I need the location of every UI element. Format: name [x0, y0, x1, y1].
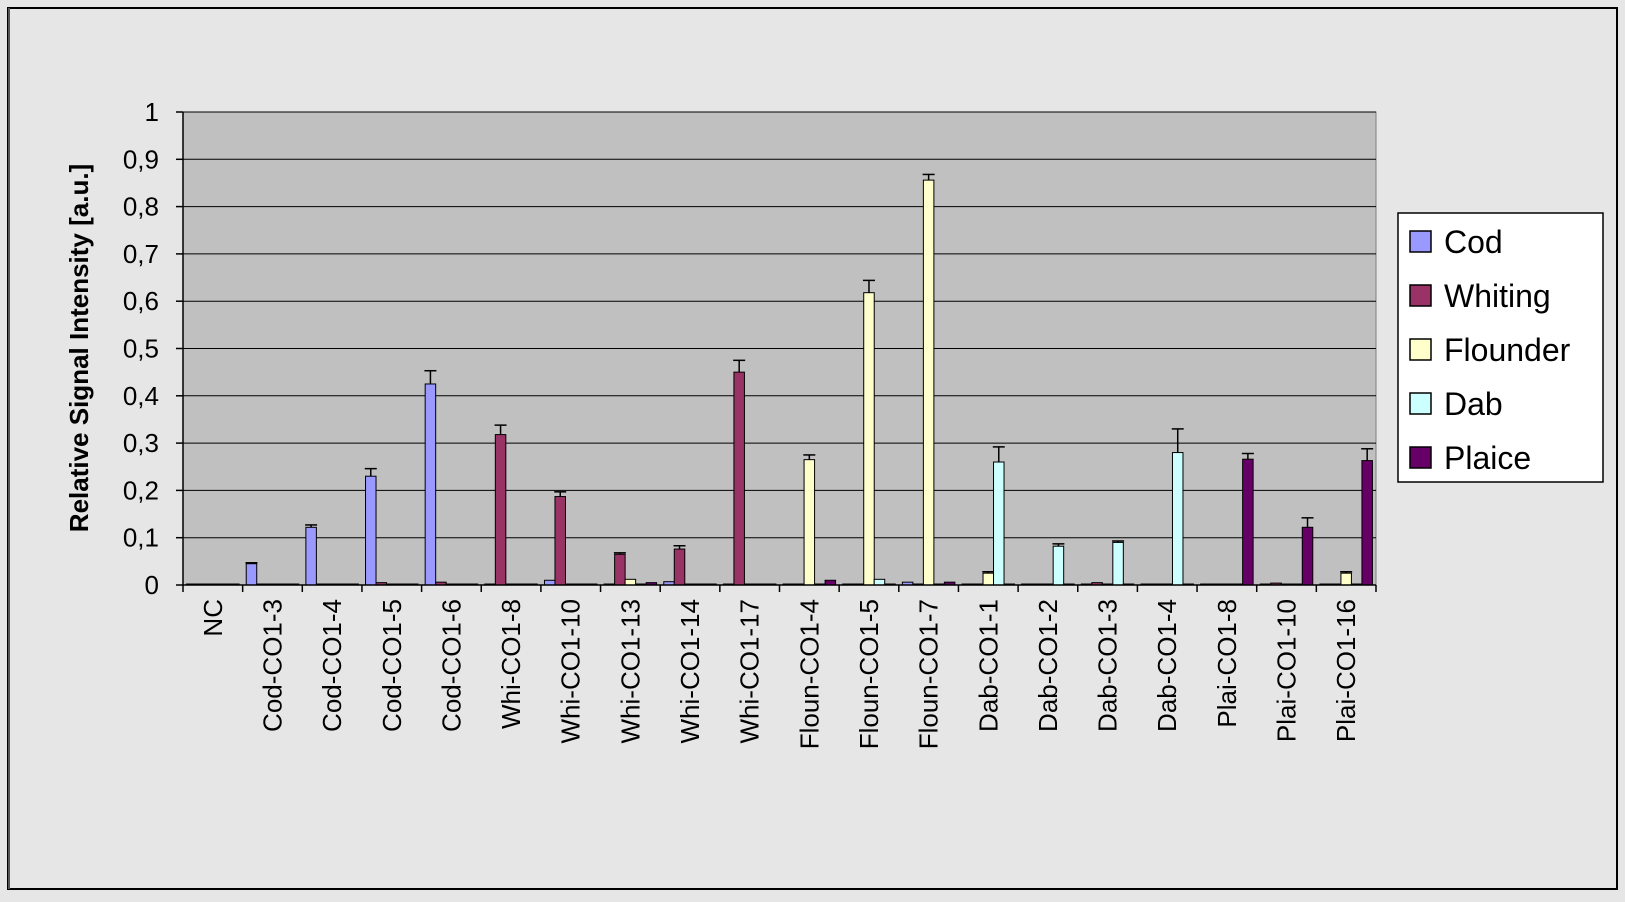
- x-tick-label: Cod-CO1-5: [377, 599, 407, 732]
- axes: [176, 111, 1377, 592]
- bar-plaice: [1361, 460, 1373, 586]
- bar-dab: [993, 461, 1005, 586]
- y-tick-label: 0: [145, 570, 159, 600]
- y-tick-label: 0,9: [123, 144, 159, 174]
- bar-cod: [365, 475, 377, 586]
- legend-swatch-plaice: [1409, 446, 1432, 469]
- y-tick-label: 0,4: [123, 381, 159, 411]
- y-tick-label: 0,3: [123, 428, 159, 458]
- bar-cod: [424, 383, 437, 586]
- bar-whiting: [554, 496, 566, 586]
- x-tick-label: Plai-CO1-8: [1212, 599, 1242, 728]
- legend-label-whiting: Whiting: [1444, 278, 1551, 314]
- legend-label-flounder: Flounder: [1444, 332, 1571, 368]
- y-axis-label: Relative Signal Intensity [a.u.]: [64, 164, 94, 532]
- bar-plaice: [1242, 458, 1254, 586]
- x-tick-label: Whi-CO1-13: [615, 599, 645, 743]
- y-tick-label: 0,6: [123, 286, 159, 316]
- bar-cod: [305, 526, 317, 586]
- x-tick-label: Floun-CO1-7: [914, 599, 944, 749]
- x-tick-label: Whi-CO1-8: [496, 599, 526, 729]
- y-tick-label: 0,7: [123, 239, 159, 269]
- x-tick-label: Whi-CO1-14: [675, 599, 705, 743]
- legend-swatch-cod: [1409, 230, 1432, 253]
- bar-flounder: [1340, 572, 1352, 586]
- y-tick-label: 0,2: [123, 475, 159, 505]
- legend-label-plaice: Plaice: [1444, 440, 1531, 476]
- legend: Cod Whiting Flounder Dab Plaice: [1397, 212, 1604, 483]
- bar-flounder: [803, 459, 816, 586]
- x-tick-label: Dab-CO1-3: [1093, 599, 1123, 732]
- x-tick-label: Cod-CO1-4: [317, 599, 347, 732]
- y-tick-label: 0,5: [123, 334, 159, 364]
- bar-dab: [1171, 452, 1184, 586]
- legend-box: [1397, 212, 1604, 483]
- chart-left-shadow: [8, 8, 10, 889]
- x-tick-label: Dab-CO1-2: [1033, 599, 1063, 732]
- bar-plaice: [1301, 526, 1314, 586]
- y-tick-label: 0,1: [123, 523, 159, 553]
- x-tick-label: Cod-CO1-6: [436, 599, 466, 732]
- bar-whiting: [494, 434, 507, 586]
- bar-flounder: [922, 179, 935, 586]
- x-tick-labels: NC Cod-CO1-3 Cod-CO1-4 Cod-CO1-5 Cod-CO1-6 Wh…: [198, 599, 1361, 749]
- bar-whiting: [673, 548, 686, 586]
- bar-dab: [1112, 541, 1124, 586]
- legend-swatch-flounder: [1409, 338, 1432, 361]
- bar-flounder: [624, 578, 637, 586]
- x-tick-label: Whi-CO1-17: [735, 599, 765, 743]
- y-tick-label: 0,8: [123, 192, 159, 222]
- x-tick-label: Cod-CO1-3: [257, 599, 287, 732]
- bar-whiting: [614, 553, 626, 586]
- x-tick-label: Dab-CO1-1: [973, 599, 1003, 732]
- bar-dab: [873, 578, 886, 586]
- bar-cod: [245, 563, 258, 586]
- legend-label-cod: Cod: [1444, 224, 1503, 260]
- x-tick-label: Floun-CO1-4: [794, 599, 824, 749]
- x-tick-label: Floun-CO1-5: [854, 599, 884, 749]
- legend-label-dab: Dab: [1444, 386, 1503, 422]
- bar-flounder: [982, 572, 995, 586]
- x-tick-label: Whi-CO1-10: [556, 599, 586, 743]
- x-tick-label: Plai-CO1-10: [1272, 599, 1302, 742]
- legend-swatch-dab: [1409, 392, 1432, 415]
- bar-flounder: [863, 292, 875, 586]
- x-tick-label: NC: [198, 599, 228, 637]
- y-tick-labels: 0 0,1 0,2 0,3 0,4 0,5 0,6 0,7 0,8 0,9 1: [123, 97, 159, 600]
- bar-whiting: [733, 371, 745, 586]
- bar-dab: [1052, 545, 1065, 586]
- y-tick-label: 1: [145, 97, 159, 127]
- legend-swatch-whiting: [1409, 284, 1432, 307]
- x-tick-label: Plai-CO1-16: [1331, 599, 1361, 742]
- gridlines: [183, 111, 1376, 539]
- x-tick-label: Dab-CO1-4: [1152, 599, 1182, 732]
- legend-items: Cod Whiting Flounder Dab Plaice: [1409, 224, 1571, 476]
